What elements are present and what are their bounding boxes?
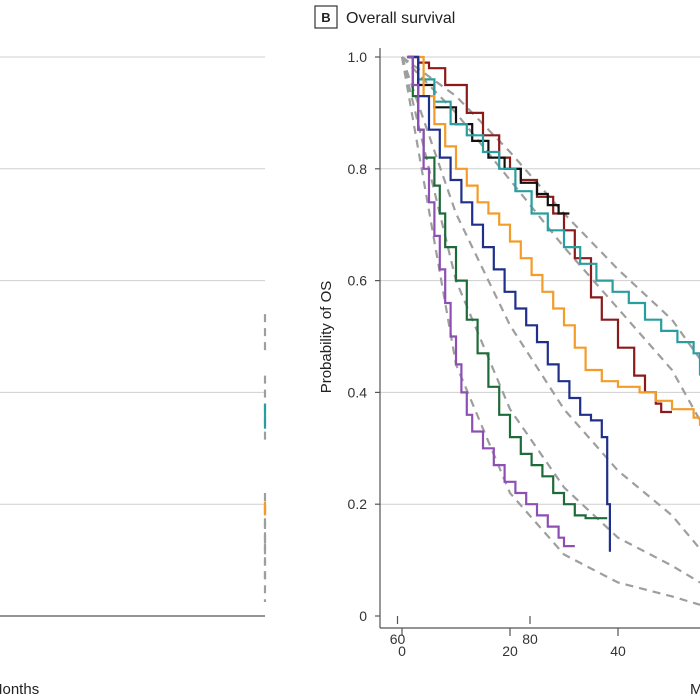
- panel-b-badge: B: [321, 10, 330, 25]
- km-curve-darkred: [407, 55, 672, 414]
- panel-b-series: [407, 55, 700, 552]
- panel-b-title: Overall survival: [346, 10, 455, 27]
- panel-b-x-ticks: 0 20 40: [398, 628, 626, 659]
- km-curve-orange: [412, 55, 700, 426]
- y-tick-label: 1.0: [348, 49, 368, 65]
- y-tick-label: 0: [359, 608, 367, 624]
- km-curve-green: [407, 55, 608, 520]
- y-tick-label: 0.4: [348, 384, 368, 400]
- km-curve-teal: [407, 55, 700, 376]
- panel-b-fit-lines: [400, 56, 700, 606]
- panel-b-y-axis-title: Probability of OS: [318, 281, 335, 394]
- x-tick-label: 0: [398, 643, 406, 659]
- x-tick-label: 80: [522, 631, 538, 647]
- fit-line: [400, 56, 700, 606]
- y-tick-label: 0.2: [348, 496, 368, 512]
- y-tick-label: 0.8: [348, 161, 368, 177]
- x-tick-label: 20: [502, 643, 518, 659]
- panel-b-badge-box: [314, 5, 338, 29]
- panel-a-x-axis-title: Months: [0, 681, 39, 698]
- km-curve-purple: [407, 55, 575, 548]
- y-tick-label: 0.6: [348, 273, 368, 289]
- panel-b-y-ticks: 0 0.2 0.4 0.6 0.8 1.0: [348, 49, 380, 624]
- panel-b-x-axis-title: M: [690, 681, 700, 698]
- panel-b: B Overall survival 0 0.2 0.4 0.6 0.8 1.0 0 20 4…: [314, 5, 700, 698]
- km-curve-navy: [407, 55, 611, 552]
- panel-a-gridlines: [0, 56, 265, 505]
- x-tick-label: 40: [610, 643, 626, 659]
